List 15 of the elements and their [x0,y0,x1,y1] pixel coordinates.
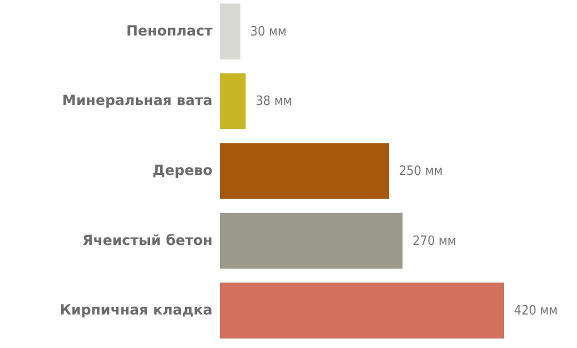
bar [220,212,403,269]
data-label: 30 мм [250,24,287,40]
data-label: 250 мм [399,164,443,179]
bar [220,3,240,60]
y-tick-label: Дерево [152,163,213,179]
data-label: 38 мм [256,94,292,110]
y-tick-label: Кирпичная кладка [60,302,212,319]
data-label: 270 мм [412,234,456,249]
y-tick-label: Пенопласт [126,23,214,40]
y-tick-label: Ячеистый бетон [82,232,212,249]
bar [220,143,390,199]
bar [220,282,504,339]
bar [220,73,246,130]
y-tick-label: Минеральная вата [62,93,212,110]
data-label: 420 мм [514,304,558,319]
